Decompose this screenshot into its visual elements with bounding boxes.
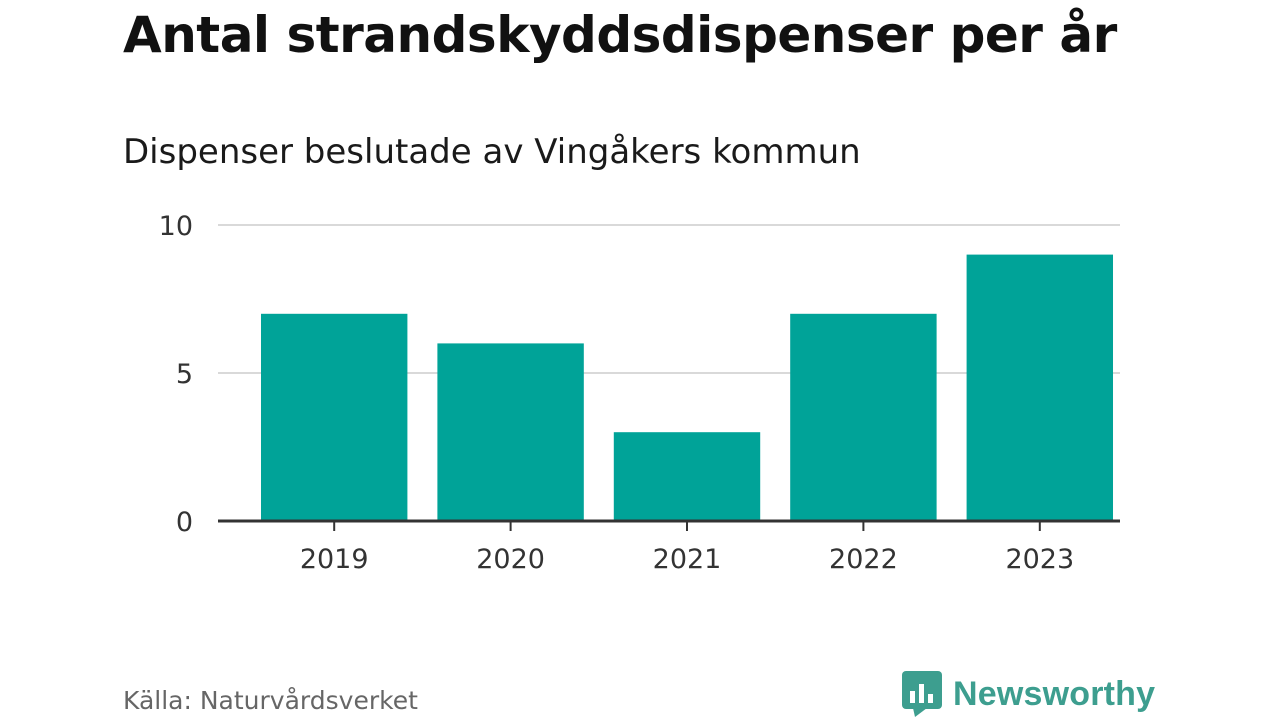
x-tick-label: 2020: [476, 544, 545, 575]
source-note: Källa: Naturvårdsverket: [123, 686, 418, 715]
x-tick-label: 2023: [1005, 544, 1074, 575]
x-axis-ticks: 2019 2020 2021 2022 2023: [300, 521, 1074, 575]
brand-name: Newsworthy: [953, 674, 1156, 713]
bar-2019: [260, 313, 408, 521]
newsworthy-logo: Newsworthy: [901, 669, 1155, 719]
y-tick-label: 0: [176, 507, 193, 538]
chart-subtitle: Dispenser beslutade av Vingåkers kommun: [123, 132, 861, 172]
chart-speech-bubble-icon: [902, 671, 942, 717]
bar-2022: [790, 313, 937, 521]
chart-title: Antal strandskyddsdispenser per år: [123, 6, 1117, 64]
bar-2021: [613, 432, 761, 521]
x-tick-label: 2021: [653, 544, 722, 575]
x-tick-label: 2022: [829, 544, 898, 575]
y-axis-ticks: 0 5 10: [159, 211, 193, 538]
y-tick-label: 5: [176, 359, 193, 390]
bar-2023: [966, 254, 1114, 521]
bars: [260, 254, 1114, 521]
x-tick-label: 2019: [300, 544, 369, 575]
y-tick-label: 10: [159, 211, 193, 242]
bar-2020: [437, 343, 584, 521]
